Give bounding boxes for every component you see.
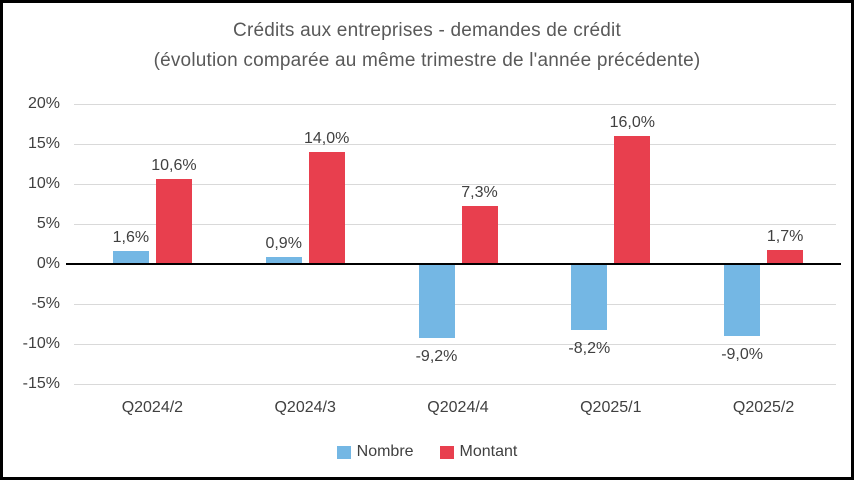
x-axis-zero-line xyxy=(66,263,841,265)
gridline xyxy=(74,304,836,305)
bar-nombre-Q2024/2 xyxy=(112,251,149,264)
bar-nombre-Q2024/4 xyxy=(418,264,455,338)
legend: Nombre Montant xyxy=(3,443,851,461)
plot-area: 20% 15% 10% 5% 0% -5% -10% -15% 1,6% 10,6% Q2024/2… xyxy=(3,3,851,477)
bar-data-label: 1,6% xyxy=(112,229,150,247)
gridline xyxy=(74,224,836,225)
gridline xyxy=(74,104,836,105)
bar-nombre-Q2024/3 xyxy=(265,256,302,264)
x-axis-category-label: Q2024/4 xyxy=(427,399,489,416)
bar-data-label: 10,6% xyxy=(151,157,197,175)
legend-swatch-nombre-icon xyxy=(336,445,351,459)
legend-label-nombre: Nombre xyxy=(356,443,414,460)
bar-data-label: -9,2% xyxy=(415,347,458,365)
x-axis-category-label: Q2024/3 xyxy=(274,399,336,416)
y-axis-tick-label: 10% xyxy=(27,175,60,192)
legend-swatch-montant-icon xyxy=(439,445,454,459)
x-axis-category-label: Q2025/1 xyxy=(580,399,642,416)
bar-data-label: 14,0% xyxy=(304,130,350,147)
legend-label-montant: Montant xyxy=(459,443,518,460)
bar-data-label: -9,0% xyxy=(721,346,763,363)
bar-data-label: 0,9% xyxy=(265,234,302,252)
bar-data-label: 1,7% xyxy=(766,228,804,246)
chart-title-line1: Crédits aux entreprises - demandes de cr… xyxy=(233,20,621,41)
chart-title: Crédits aux entreprises - demandes de cr… xyxy=(3,16,851,76)
gridline xyxy=(74,344,836,345)
bar-data-label: 16,0% xyxy=(609,114,655,131)
x-axis-category-label: Q2025/2 xyxy=(732,399,795,416)
y-axis-tick-label: -5% xyxy=(31,295,60,312)
bar-montant-Q2024/4 xyxy=(461,205,498,264)
bar-montant-Q2025/2 xyxy=(767,250,804,264)
y-axis-tick-label: -15% xyxy=(22,375,60,392)
y-axis-tick-label: 0% xyxy=(36,255,60,272)
chart-title-line2: (évolution comparée au même trimestre de… xyxy=(153,50,701,71)
gridline xyxy=(74,384,836,385)
bar-nombre-Q2025/1 xyxy=(571,264,608,330)
bar-montant-Q2025/1 xyxy=(614,136,651,264)
x-axis-category-label: Q2024/2 xyxy=(121,399,184,416)
gridline xyxy=(74,184,836,185)
legend-item-nombre: Nombre xyxy=(336,443,414,461)
y-axis-tick-label: 5% xyxy=(36,215,60,232)
bar-montant-Q2024/3 xyxy=(308,152,345,264)
bar-montant-Q2024/2 xyxy=(155,179,192,264)
bar-data-label: 7,3% xyxy=(461,183,498,201)
y-axis-tick-label: -10% xyxy=(22,335,60,352)
y-axis-tick-label: 15% xyxy=(27,135,60,152)
bar-data-label: -8,2% xyxy=(568,339,611,357)
y-axis-tick-label: 20% xyxy=(27,95,60,112)
gridline xyxy=(74,144,836,145)
bar-nombre-Q2025/2 xyxy=(724,264,761,336)
legend-item-montant: Montant xyxy=(439,443,518,461)
